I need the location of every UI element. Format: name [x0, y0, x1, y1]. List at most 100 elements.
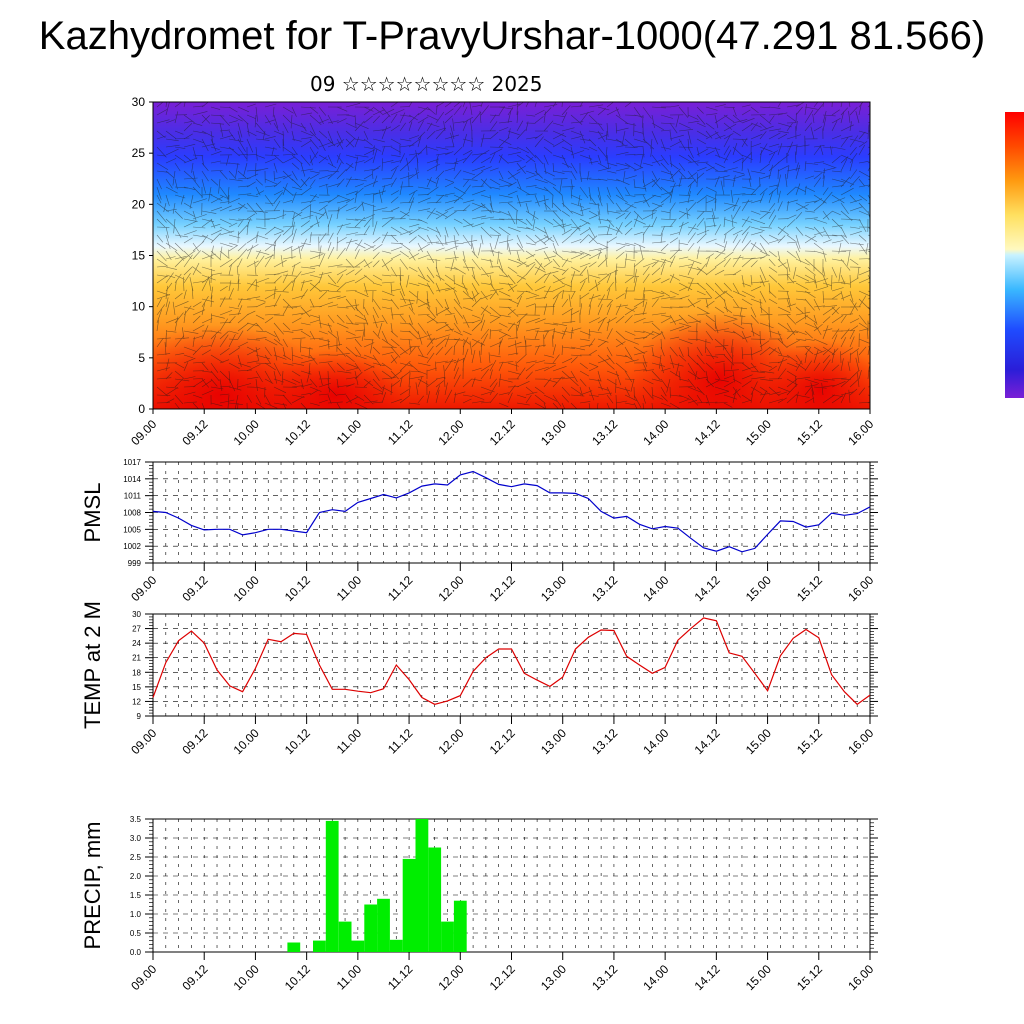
wind-vector [858, 102, 864, 108]
wind-vector [804, 234, 818, 243]
wind-vector [822, 282, 832, 286]
wind-vector [660, 243, 669, 252]
wind-vector [705, 300, 715, 308]
wind-vector [345, 138, 355, 148]
wind-vector [516, 154, 525, 161]
wind-vector [642, 293, 646, 308]
wind-vector [183, 237, 193, 244]
wind-vector [354, 370, 359, 386]
wind-vector [579, 277, 588, 284]
wind-vector [561, 235, 572, 244]
wind-vector [723, 226, 735, 236]
chart-title: Kazhydromet for T-PravyUrshar-1000(47.29… [38, 14, 986, 58]
wind-vector [822, 325, 829, 340]
wind-vector [234, 394, 239, 409]
x-tick-label: 10.00 [231, 417, 262, 448]
wind-vector [606, 288, 611, 300]
wind-vector [831, 377, 847, 380]
wind-vector [300, 359, 315, 364]
wind-vector [669, 232, 680, 236]
wind-vector [831, 334, 838, 348]
wind-vector [660, 146, 672, 150]
wind-vector [714, 191, 717, 204]
wind-vector [462, 149, 473, 156]
wind-vector [570, 210, 583, 217]
wind-vector [273, 378, 284, 383]
wind-vector [822, 290, 824, 304]
wind-vector [777, 130, 789, 134]
wind-vector [201, 318, 213, 324]
wind-vector [633, 199, 649, 204]
wind-vector [336, 362, 345, 371]
wind-vector [390, 102, 399, 108]
wind-vector [174, 377, 185, 388]
wind-vector [687, 362, 696, 376]
wind-vector [813, 170, 826, 173]
wind-vector [534, 246, 548, 252]
wind-vector [516, 250, 521, 262]
wind-vector [525, 146, 537, 159]
wind-vector [597, 341, 607, 348]
wind-vector [183, 266, 194, 276]
wind-vector [858, 322, 869, 330]
wind-vector [300, 242, 311, 245]
wind-vector [300, 280, 313, 284]
wind-vector [633, 106, 642, 118]
wind-vector [651, 370, 661, 381]
wind-vector [210, 146, 220, 150]
wind-vector [264, 103, 277, 108]
wind-vector [345, 314, 354, 325]
wind-vector [516, 186, 530, 195]
wind-vector [363, 107, 374, 116]
wind-vector [633, 138, 649, 144]
wind-vector [471, 314, 481, 319]
wind-vector [786, 122, 793, 132]
wind-vector [813, 250, 827, 255]
wind-vector [390, 207, 400, 212]
wind-vector [750, 392, 754, 404]
wind-vector [687, 261, 695, 276]
wind-vector [498, 306, 512, 308]
wind-vector [417, 322, 427, 335]
wind-vector [777, 201, 783, 212]
wind-vector [507, 218, 523, 220]
wind-vector [282, 362, 294, 366]
wind-vector [226, 154, 230, 166]
wind-vector [534, 303, 536, 316]
wind-vector [426, 146, 439, 151]
wind-vector [642, 345, 654, 348]
wind-vector [768, 215, 777, 228]
wind-vector [651, 312, 667, 316]
wind-vector [696, 346, 703, 356]
wind-vector [642, 266, 650, 276]
wind-vector [552, 290, 562, 300]
wind-vector [237, 203, 246, 212]
wind-vector [831, 109, 840, 116]
wind-vector [246, 279, 257, 292]
wind-vector [786, 339, 800, 348]
wind-vector [759, 212, 769, 220]
wind-vector [651, 170, 658, 181]
wind-vector [480, 178, 488, 188]
wind-vector [785, 173, 788, 188]
wind-vector [264, 378, 274, 384]
wind-vector [615, 194, 628, 203]
wind-vector [489, 114, 500, 117]
wind-vector [525, 210, 539, 220]
wind-vector [831, 210, 841, 216]
wind-vector [516, 354, 527, 364]
wind-vector [579, 177, 592, 180]
wind-vector [192, 130, 207, 134]
wind-vector [228, 334, 236, 348]
wind-vector [867, 266, 870, 270]
wind-vector [165, 119, 176, 124]
wind-vector [597, 250, 602, 260]
wind-vector [793, 266, 797, 279]
wind-vector [696, 290, 706, 296]
wind-vector [273, 290, 289, 293]
wind-vector [309, 204, 311, 220]
wind-vector [309, 130, 320, 142]
wind-vector [678, 378, 689, 382]
wind-vector [606, 362, 615, 370]
wind-vector [534, 133, 543, 140]
